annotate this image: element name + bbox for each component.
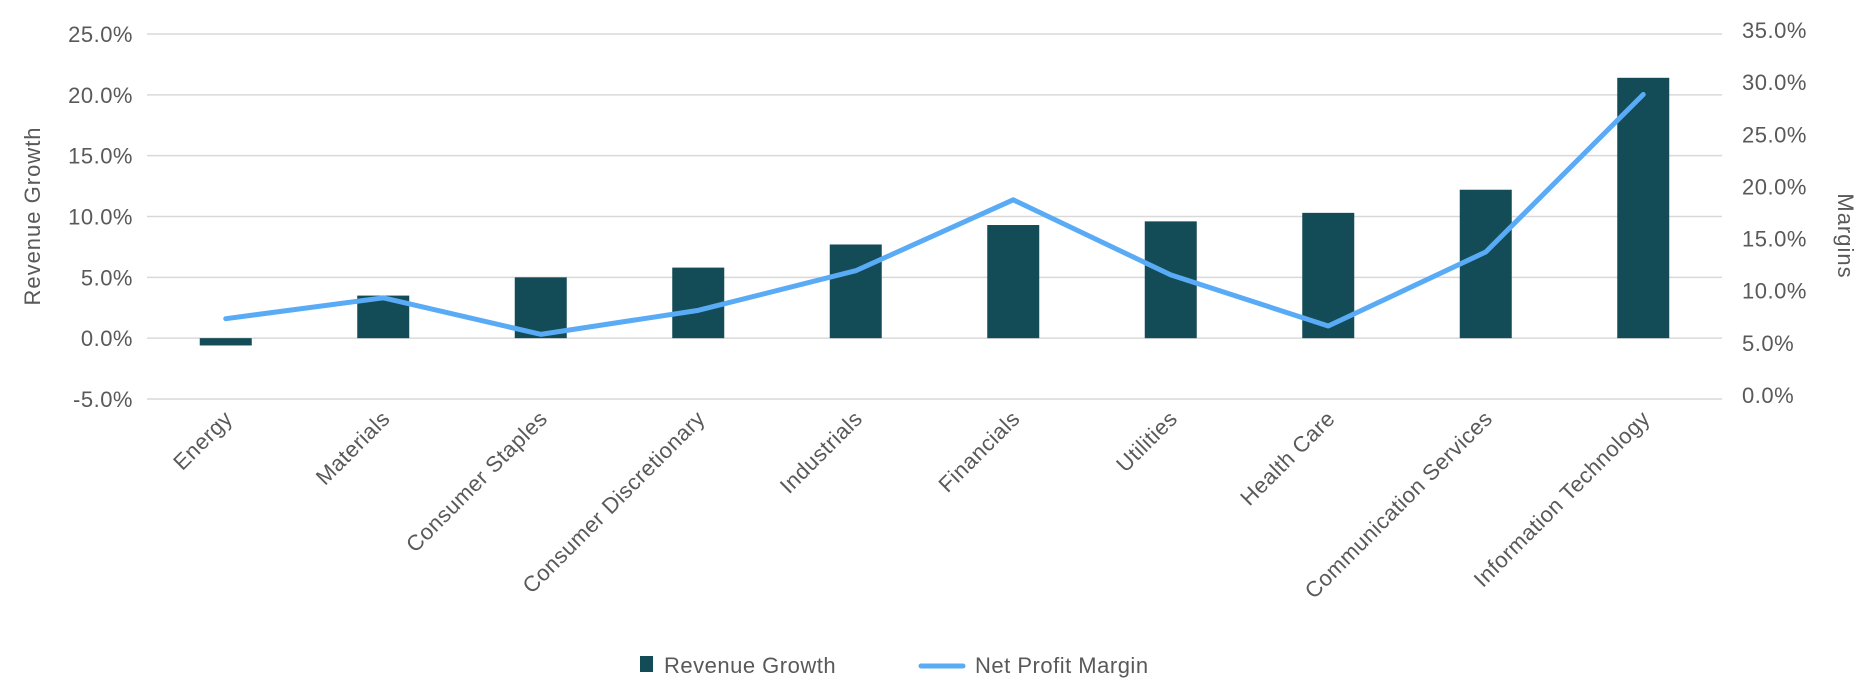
category-label: Communication Services — [1300, 406, 1498, 604]
category-label: Financials — [934, 406, 1025, 497]
legend-label-revenue-growth: Revenue Growth — [664, 653, 836, 678]
category-label: Health Care — [1235, 406, 1340, 511]
right-tick-label: 30.0% — [1742, 70, 1807, 95]
left-tick-label: 5.0% — [81, 265, 133, 290]
left-tick-label: 20.0% — [68, 83, 133, 108]
left-axis-title: Revenue Growth — [20, 126, 45, 305]
right-tick-label: 5.0% — [1742, 331, 1794, 356]
net-profit-margin-line — [223, 91, 1646, 337]
bar-3 — [672, 267, 725, 339]
category-label: Utilities — [1111, 406, 1182, 477]
right-axis-ticks: 0.0% 5.0% 10.0% 15.0% 20.0% 25.0% 30.0% 35.0% — [1742, 18, 1807, 408]
left-tick-label: 0.0% — [81, 326, 133, 351]
category-label: Energy — [168, 406, 237, 475]
category-label: Information Technology — [1469, 406, 1655, 592]
category-labels: Energy Materials Consumer StaplesConsumer … — [168, 406, 1655, 604]
left-tick-label: 10.0% — [68, 205, 133, 230]
bar-9 — [1617, 77, 1670, 339]
left-tick-label: -5.0% — [73, 387, 133, 412]
bar-8 — [1459, 189, 1512, 339]
right-tick-label: 0.0% — [1742, 383, 1794, 408]
bar-4 — [829, 244, 882, 339]
legend-label-net-profit-margin: Net Profit Margin — [975, 653, 1149, 678]
bar-5 — [987, 225, 1040, 339]
legend-swatch-revenue-growth — [640, 656, 653, 672]
category-label: Consumer Discretionary — [517, 406, 709, 598]
category-label: Consumer Staples — [401, 406, 552, 557]
right-tick-label: 15.0% — [1742, 227, 1807, 252]
line-series — [223, 91, 1646, 337]
right-tick-label: 20.0% — [1742, 174, 1807, 199]
legend: Revenue Growth Net Profit Margin — [640, 653, 1149, 678]
left-axis-ticks: -5.0% 0.0% 5.0% 10.0% 15.0% 20.0% 25.0% — [68, 22, 133, 412]
bar-0 — [199, 338, 252, 346]
right-tick-label: 10.0% — [1742, 279, 1807, 304]
left-tick-label: 15.0% — [68, 144, 133, 169]
right-tick-label: 35.0% — [1742, 18, 1807, 43]
category-label: Materials — [311, 406, 395, 490]
right-axis-title: Margins — [1833, 193, 1858, 278]
gridlines — [147, 33, 1722, 400]
right-tick-label: 25.0% — [1742, 122, 1807, 147]
left-tick-label: 25.0% — [68, 22, 133, 47]
category-label: Industrials — [775, 406, 867, 498]
